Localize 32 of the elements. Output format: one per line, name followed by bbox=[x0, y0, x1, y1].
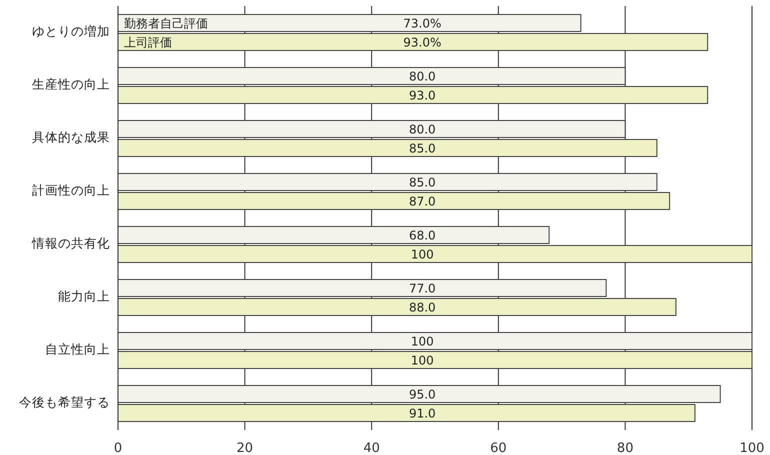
data-label: 91.0 bbox=[408, 406, 436, 420]
x-tick-label: 80 bbox=[616, 441, 634, 455]
x-tick-label: 20 bbox=[236, 441, 254, 455]
data-label: 100 bbox=[410, 334, 434, 348]
y-tick-label: 今後も希望する bbox=[19, 394, 110, 410]
y-tick-label: 能力向上 bbox=[58, 288, 110, 304]
x-tick-label: 100 bbox=[740, 441, 764, 455]
y-tick-label: ゆとりの増加 bbox=[32, 24, 110, 38]
data-label: 77.0 bbox=[408, 282, 436, 296]
data-label: 80.0 bbox=[408, 70, 436, 84]
data-label: 85.0 bbox=[408, 176, 436, 190]
data-label: 100 bbox=[410, 354, 434, 368]
y-tick-label: 生産性の向上 bbox=[32, 76, 110, 92]
data-label: 100 bbox=[410, 248, 434, 262]
data-label: 95.0 bbox=[408, 388, 436, 402]
data-label: 80.0 bbox=[408, 122, 436, 136]
data-label: 93.0% bbox=[403, 36, 442, 50]
data-label: 88.0 bbox=[408, 300, 436, 314]
data-label: 68.0 bbox=[408, 228, 436, 242]
series-label: 上司評価 bbox=[124, 36, 172, 50]
x-tick-label: 0 bbox=[114, 441, 122, 455]
y-tick-label: 自立性向上 bbox=[45, 342, 110, 356]
series-label: 勤務者自己評価 bbox=[124, 16, 208, 30]
data-label: 85.0 bbox=[408, 142, 436, 156]
y-tick-label: 計画性の向上 bbox=[32, 182, 110, 198]
data-label: 93.0 bbox=[408, 88, 436, 102]
data-label: 73.0% bbox=[403, 16, 442, 30]
data-label: 87.0 bbox=[408, 194, 436, 208]
x-tick-label: 40 bbox=[363, 441, 380, 455]
x-tick-label: 60 bbox=[490, 441, 507, 455]
y-tick-label: 具体的な成果 bbox=[32, 130, 110, 144]
y-tick-label: 情報の共有化 bbox=[31, 236, 110, 250]
